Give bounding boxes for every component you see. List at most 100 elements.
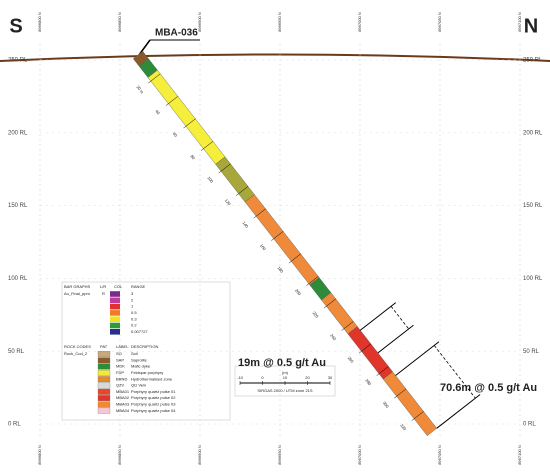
northing-label: 8966850 N <box>117 445 122 465</box>
rl-label: 200 RL <box>8 130 28 136</box>
scale-label: 20 <box>305 375 310 380</box>
depth-label: 100 <box>206 175 215 184</box>
northing-label: 8967050 N <box>437 445 442 465</box>
legend-header: LABEL <box>116 344 129 349</box>
rl-label: 150 RL <box>8 203 28 209</box>
northing-label: 8966900 N <box>197 12 202 32</box>
northing-label: 8966800 N <box>37 445 42 465</box>
rock-description: Feldspar porphyry <box>131 370 163 375</box>
legend-header: DESCRIPTION <box>131 344 158 349</box>
rock-description: Mafic dyke <box>131 364 151 369</box>
depth-tick <box>165 96 178 106</box>
legend-header: COL <box>114 284 123 289</box>
depth-tick <box>183 118 196 129</box>
scale-unit: (m) <box>282 370 289 375</box>
south-label: S <box>9 15 22 37</box>
scale-label: -10 <box>237 375 244 380</box>
depth-label: 80 <box>189 154 196 161</box>
rock-code: MBA03 <box>116 401 130 406</box>
depth-tick <box>323 298 336 309</box>
intercept-marker <box>377 324 414 354</box>
rl-label: 50 RL <box>523 349 540 355</box>
rock-code: BRND <box>116 376 127 381</box>
rock-code: QZV <box>116 383 125 388</box>
depth-label: 20 m <box>135 84 145 95</box>
legend-swatch <box>110 291 120 297</box>
legend-range: 0.2 <box>131 323 137 328</box>
legend-swatch <box>97 357 111 364</box>
rl-label: 0 RL <box>523 422 536 428</box>
depth-label: 40 <box>154 109 161 116</box>
rock-description: Qtz Vein <box>131 383 146 388</box>
depth-tick <box>341 321 354 331</box>
legend-swatch <box>97 376 111 383</box>
intercept-span <box>433 345 476 399</box>
northing-label: 8966900 N <box>197 445 202 465</box>
depth-label: 200 <box>294 288 303 297</box>
rock-code: SAP <box>116 357 124 362</box>
legend-swatch <box>97 407 111 414</box>
intercept-label: 70.6m @ 0.5 g/t Au <box>440 382 537 394</box>
legend-swatch <box>97 395 111 402</box>
depth-label: 180 <box>277 265 286 274</box>
rl-label: 0 RL <box>8 422 21 428</box>
legend-range: 3 <box>131 291 134 296</box>
scale-label: 10 <box>283 375 288 380</box>
rock-code: SO <box>116 351 122 356</box>
depth-label: 240 <box>329 333 338 342</box>
rock-description: Hydrothermalised zone <box>131 376 173 381</box>
northing-label: 8967000 N <box>357 12 362 32</box>
rock-description: Porphyry quartz pulse 01 <box>131 389 176 394</box>
depth-tick <box>394 388 407 399</box>
depth-label: 220 <box>312 310 321 319</box>
legend-header: PAT <box>100 344 108 349</box>
legend-title: ROCK CODES <box>64 344 91 349</box>
rl-label: 100 RL <box>8 276 28 282</box>
legend-side: R <box>102 291 105 296</box>
depth-label: 320 <box>399 423 408 432</box>
depth-label: 300 <box>382 400 391 409</box>
hole-leader <box>138 39 151 56</box>
legend-swatch <box>110 310 120 316</box>
legend-field: Au_Final_ppm <box>64 291 90 296</box>
northing-label: 8966950 N <box>277 12 282 32</box>
legend-header: L/R <box>100 284 106 289</box>
depth-tick <box>288 253 301 264</box>
northing-label: 8966800 N <box>37 12 42 32</box>
legend-swatch <box>110 316 120 322</box>
depth-tick <box>358 343 372 354</box>
legend-swatch <box>110 303 120 310</box>
rl-label: 200 RL <box>523 130 543 136</box>
northing-label: 8966850 N <box>117 12 122 32</box>
legend-swatch <box>97 382 111 389</box>
depth-tick <box>411 411 424 421</box>
scale-label: 30 <box>328 375 333 380</box>
legend-range: 0.007727 <box>131 329 148 334</box>
depth-tick <box>218 163 231 174</box>
rl-label: 100 RL <box>523 276 543 282</box>
north-label: N <box>524 15 538 37</box>
intercept-marker <box>436 394 481 429</box>
rock-code: FDP <box>116 370 124 375</box>
rl-label: 250 RL <box>523 58 543 64</box>
legend-range: 2 <box>131 297 134 302</box>
northing-label: 8967000 N <box>357 445 362 465</box>
rock-code: MBA02 <box>116 395 130 400</box>
legend-title: BAR GRAPHS <box>64 284 91 289</box>
legend-range: 0.3 <box>131 316 137 321</box>
northing-label: 8967100 N <box>517 12 522 32</box>
legend-swatch <box>110 329 120 335</box>
rock-description: Porphyry quartz pulse 04 <box>131 408 176 413</box>
intercept-marker <box>395 341 440 376</box>
legend-swatch <box>97 351 111 357</box>
depth-tick <box>306 276 319 286</box>
intercept-marker <box>359 302 397 331</box>
northing-label: 8967100 N <box>517 445 522 465</box>
depth-label: 160 <box>259 243 268 252</box>
northing-label: 8966950 N <box>277 445 282 465</box>
rl-label: 50 RL <box>8 349 25 355</box>
scale-label: 0 <box>261 375 264 380</box>
rl-label: 150 RL <box>523 203 543 209</box>
topography <box>0 53 550 62</box>
